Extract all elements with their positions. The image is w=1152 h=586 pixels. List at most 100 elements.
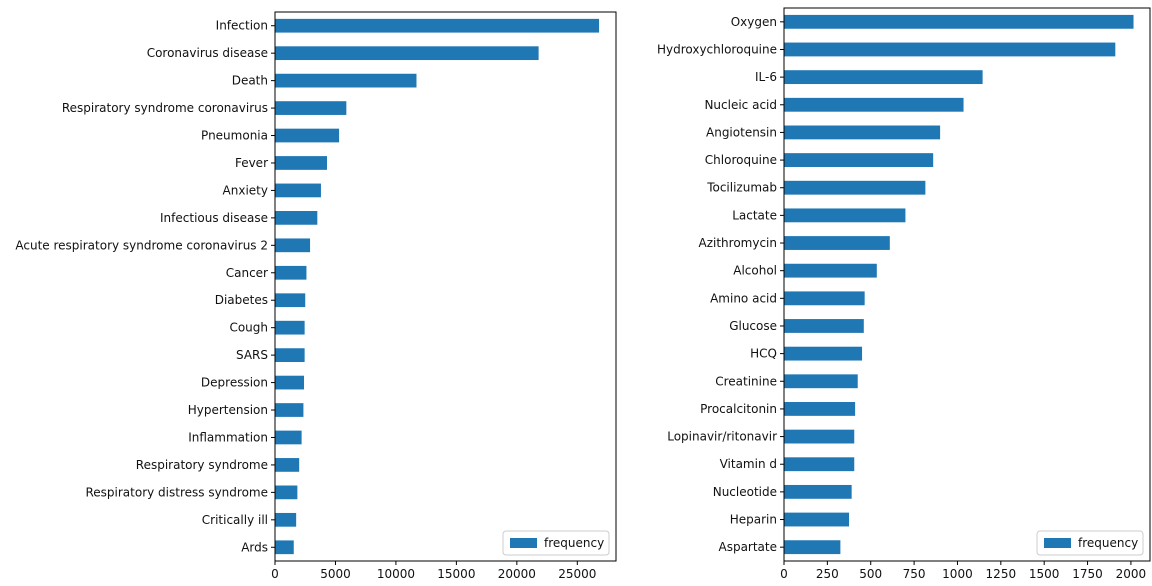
right-category-label: Tocilizumab [706, 181, 777, 195]
right-category-label: Creatinine [715, 374, 777, 388]
right-x-tick-label: 0 [780, 567, 788, 581]
left-bar [275, 458, 300, 472]
right-x-tick-label: 1000 [942, 567, 973, 581]
right-bar [784, 429, 855, 444]
right-x-tick-label: 1500 [1029, 567, 1060, 581]
left-bar [275, 73, 417, 88]
left-category-label: Diabetes [215, 293, 268, 307]
right-plot-frame [783, 7, 1151, 562]
left-category-label: Pneumonia [201, 129, 268, 143]
right-category-label: HCQ [750, 347, 777, 361]
right-category-label: Chloroquine [705, 153, 777, 167]
right-category-label: Amino acid [710, 291, 777, 305]
right-bar [784, 125, 941, 140]
right-bar [784, 402, 856, 416]
left-bar [275, 101, 347, 115]
right-bar [784, 263, 877, 278]
right-bar [784, 208, 906, 223]
left-legend-label: frequency [544, 536, 604, 550]
right-bar [784, 14, 1134, 29]
left-bar [275, 320, 305, 335]
right-bar [784, 319, 864, 333]
left-bar [275, 265, 307, 280]
right-x-tick-label: 1250 [986, 567, 1017, 581]
left-bar [275, 512, 297, 527]
left-x-tick-label: 15000 [437, 567, 475, 581]
right-bar [784, 97, 964, 112]
left-category-label: Anxiety [223, 183, 268, 197]
right-bar [784, 291, 865, 306]
right-bar [784, 70, 983, 85]
right-bar [784, 236, 890, 250]
left-category-label: Respiratory distress syndrome [85, 485, 268, 499]
right-category-label: Azithromycin [699, 236, 778, 250]
left-x-tick-label: 20000 [498, 567, 536, 581]
right-bar [784, 42, 1116, 57]
right-x-tick-label: 2000 [1116, 567, 1147, 581]
left-x-tick-label: 0 [271, 567, 279, 581]
left-category-label: Acute respiratory syndrome coronavirus 2 [15, 238, 268, 252]
left-category-label: Ards [241, 540, 268, 554]
right-category-label: Vitamin d [720, 457, 777, 471]
right-category-label: Alcohol [733, 264, 777, 278]
left-bar [275, 211, 318, 225]
left-category-label: Respiratory syndrome [136, 458, 268, 472]
right-category-label: Aspartate [718, 540, 777, 554]
left-bar [275, 375, 305, 390]
right-x-tick-label: 250 [816, 567, 839, 581]
left-category-label: Cough [229, 321, 268, 335]
right-bar [784, 346, 863, 361]
right-bar [784, 484, 852, 499]
right-category-label: Nucleotide [713, 485, 777, 499]
right-category-label: IL-6 [755, 70, 777, 84]
right-category-label: Heparin [730, 513, 777, 527]
left-category-label: Coronavirus disease [147, 46, 268, 60]
right-category-label: Angiotensin [706, 125, 777, 139]
right-x-tick-label: 1750 [1072, 567, 1103, 581]
left-bar [275, 46, 539, 61]
right-category-label: Hydroxychloroquine [657, 42, 777, 56]
left-category-label: Cancer [226, 266, 268, 280]
left-bar [275, 128, 340, 143]
left-category-label: Respiratory syndrome coronavirus [62, 101, 268, 115]
right-category-label: Oxygen [731, 15, 777, 29]
left-chart-panel: Infection Coronavirus disease Death Respira… [15, 11, 617, 581]
right-chart-panel: Oxygen Hydroxychloroquine IL-6 Nucleic acid… [657, 7, 1151, 581]
left-category-label: Infection [216, 19, 268, 33]
right-category-label: Lopinavir/ritonavir [667, 430, 777, 444]
left-bar [275, 485, 298, 500]
right-bar [784, 512, 850, 527]
left-category-label: Infectious disease [160, 211, 268, 225]
left-category-label: Fever [235, 156, 268, 170]
left-bar [275, 430, 302, 445]
right-bar [784, 180, 926, 195]
right-x-tick-label: 750 [903, 567, 926, 581]
left-category-label: Depression [201, 376, 268, 390]
left-category-label: Death [232, 74, 268, 88]
left-bar [275, 403, 304, 417]
left-x-tick-label: 25000 [558, 567, 596, 581]
left-bar [275, 156, 327, 170]
left-bar [275, 238, 311, 253]
right-category-label: Nucleic acid [704, 98, 777, 112]
right-x-tick-label: 500 [859, 567, 882, 581]
left-x-tick-label: 10000 [377, 567, 415, 581]
right-legend [1036, 530, 1144, 556]
left-bar [275, 348, 305, 362]
left-legend [502, 530, 610, 556]
right-bar [784, 153, 934, 167]
right-category-label: Procalcitonin [700, 402, 777, 416]
left-category-label: Hypertension [188, 403, 268, 417]
left-category-label: Critically ill [202, 513, 268, 527]
right-category-label: Glucose [729, 319, 777, 333]
left-legend-swatch [510, 538, 537, 548]
right-bar [784, 374, 858, 389]
right-bar [784, 457, 855, 472]
right-bar [784, 540, 841, 555]
left-plot-frame [274, 11, 617, 562]
left-bar [275, 18, 600, 33]
left-category-label: Inflammation [188, 430, 268, 444]
left-bar [275, 540, 294, 555]
left-bar [275, 183, 321, 198]
